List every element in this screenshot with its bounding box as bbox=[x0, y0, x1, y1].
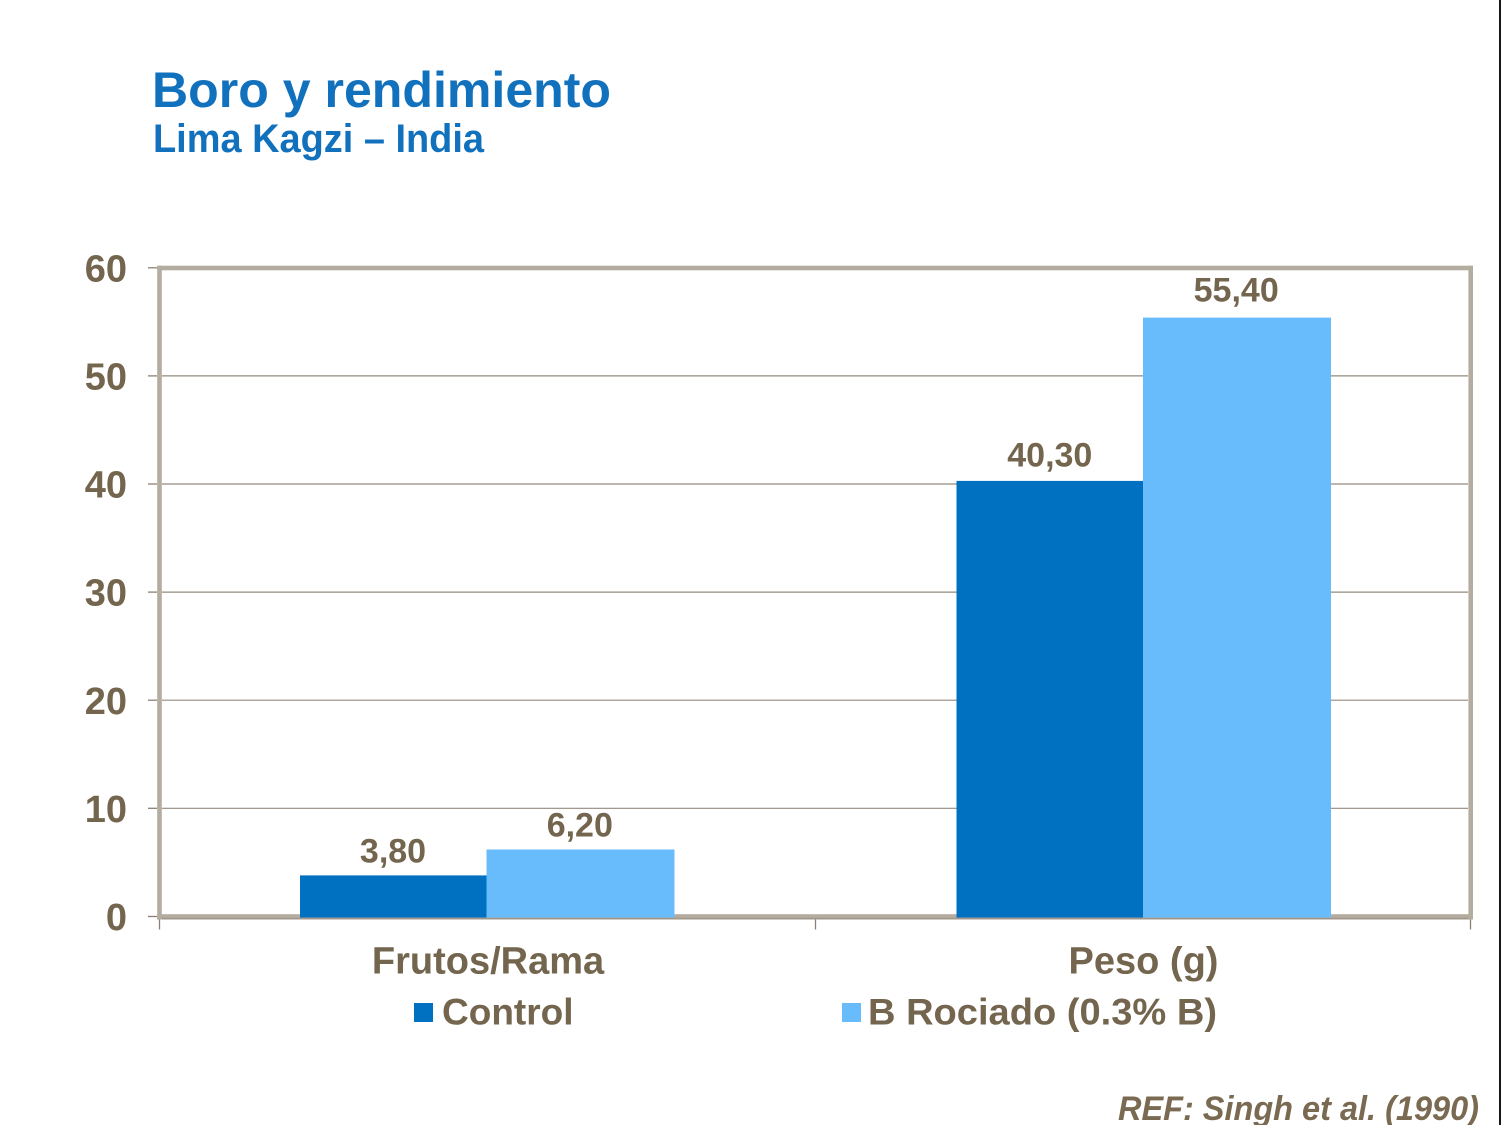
svg-text:REF: Singh et al. (1990): REF: Singh et al. (1990) bbox=[1118, 1090, 1479, 1125]
svg-text:10: 10 bbox=[85, 789, 127, 831]
svg-text:55,40: 55,40 bbox=[1194, 272, 1279, 310]
svg-text:20: 20 bbox=[85, 681, 127, 723]
svg-text:6,20: 6,20 bbox=[547, 807, 613, 845]
svg-text:B Rociado (0.3% B): B Rociado (0.3% B) bbox=[868, 992, 1217, 1033]
svg-text:30: 30 bbox=[85, 573, 127, 615]
svg-text:3,80: 3,80 bbox=[360, 833, 426, 871]
svg-text:Frutos/Rama: Frutos/Rama bbox=[372, 941, 605, 983]
svg-text:Lima Kagzi – India: Lima Kagzi – India bbox=[153, 117, 485, 161]
svg-text:0: 0 bbox=[106, 897, 127, 939]
svg-text:50: 50 bbox=[85, 357, 127, 399]
svg-text:60: 60 bbox=[85, 248, 127, 290]
svg-text:40,30: 40,30 bbox=[1007, 437, 1092, 475]
svg-text:Control: Control bbox=[442, 992, 574, 1033]
svg-text:40: 40 bbox=[85, 465, 127, 507]
svg-text:Boro y rendimiento: Boro y rendimiento bbox=[152, 62, 611, 118]
svg-text:Peso (g): Peso (g) bbox=[1069, 941, 1219, 983]
